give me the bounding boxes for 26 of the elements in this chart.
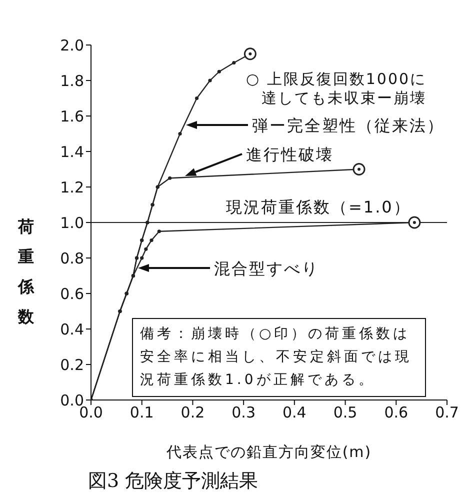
ref-line-label: 現況荷重係数（=1.0） [226, 198, 411, 216]
x-tick-label: 0.2 [180, 404, 205, 422]
x-tick-label: 0.1 [130, 404, 154, 422]
y-tick-label: 0.2 [60, 356, 84, 374]
text: 図3 危険度予測結果 [88, 469, 258, 494]
y-tick-label: 2.0 [60, 36, 84, 54]
x-axis-title: 代表点での鉛直方向変位(m) [165, 443, 373, 462]
y-axis-title: 荷重係数 [16, 216, 36, 328]
x-tick-label: 0.4 [282, 404, 306, 422]
annotation: 備考：崩壊時（○印）の荷重係数は安全率に相当し、不安定斜面では現況荷重係数1.0が正解である。 [132, 318, 426, 397]
x-tick-label: 0.7 [435, 404, 459, 422]
y-tick-label: 0.8 [60, 249, 84, 268]
x-tick-label: 0.6 [384, 404, 408, 422]
y-tick-label: 1.4 [60, 142, 84, 161]
y-tick-label: 1.8 [60, 72, 84, 90]
y-tick-label: 1.0 [60, 214, 84, 232]
annotation: ○ 上限反復回数1000に達しても未収束ー崩壊 [246, 70, 427, 108]
y-tick-label: 0.6 [60, 284, 84, 303]
y-tick-label: 1.2 [60, 178, 84, 196]
x-tick-label: 0.3 [232, 404, 256, 422]
y-tick-label: 1.6 [60, 107, 84, 126]
annotation: 混合型すべり [214, 259, 319, 278]
annotation: 進行性破壊 [246, 145, 334, 164]
y-tick-label: 0.4 [60, 320, 84, 338]
x-tick-label: 0.5 [333, 404, 358, 422]
annotation: 弾ー完全塑性（従来法） [252, 116, 444, 135]
